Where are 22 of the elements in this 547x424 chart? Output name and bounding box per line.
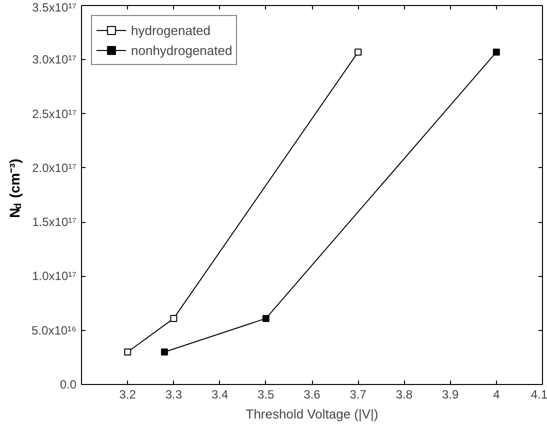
x-tick-label: 3.8 [396, 388, 413, 402]
x-axis-title: Threshold Voltage (|V|) [246, 406, 378, 422]
x-tick-label: 3.3 [165, 388, 182, 402]
legend-label: nonhydrogenated [131, 42, 232, 58]
x-tick-label: 3.4 [211, 388, 228, 402]
x-tick-label: 3.7 [350, 388, 367, 402]
y-tick-label: 2.0x10¹⁷ [32, 160, 77, 175]
y-tick-label: 3.5x10¹⁷ [32, 0, 77, 14]
x-tick-label: 3.9 [442, 388, 459, 402]
x-tick-label: 3.6 [304, 388, 321, 402]
x-tick-label: 3.5 [258, 388, 275, 402]
x-tick-label: 3.2 [119, 388, 136, 402]
x-tick-label: 4.1 [530, 388, 547, 402]
y-tick-label: 1.0x10¹⁷ [32, 269, 77, 284]
y-tick-label: 3.0x10¹⁷ [32, 52, 77, 67]
y-axis-title: Nd (cm⁻³) [6, 158, 24, 218]
y-tick-label: 5.0x10¹⁶ [32, 323, 77, 338]
x-tick-label: 4 [493, 388, 500, 402]
legend-label: hydrogenated [131, 22, 211, 38]
y-tick-label: 1.5x10¹⁷ [32, 215, 77, 230]
y-tick-label: 0.0 [60, 378, 77, 392]
y-tick-label: 2.5x10¹⁷ [32, 106, 77, 121]
